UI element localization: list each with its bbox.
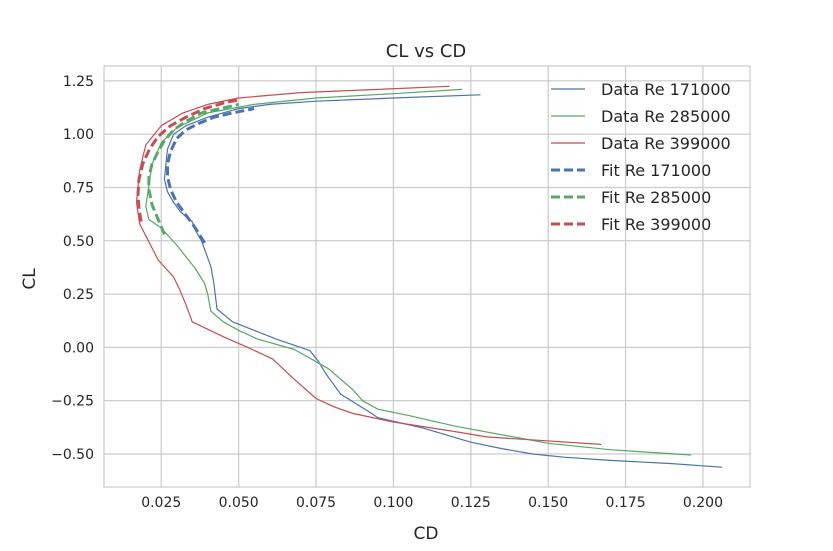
series-layer xyxy=(135,85,723,468)
legend-label-fit-re-285000: Fit Re 285000 xyxy=(601,188,711,207)
tick-labels: 0.025 0.050 0.075 0.100 0.125 0.150 0.175 0.200… xyxy=(51,74,723,511)
x-tick-label: 0.125 xyxy=(451,495,491,511)
series-line-data-re-399000 xyxy=(135,85,602,445)
x-tick-label: 0.150 xyxy=(528,495,568,511)
series-line-fit-re-399000 xyxy=(136,98,239,222)
y-tick-label: 1.25 xyxy=(63,74,94,90)
x-tick-label: 0.200 xyxy=(683,495,723,511)
legend-label-fit-re-171000: Fit Re 171000 xyxy=(601,161,711,180)
legend: Data Re 171000 Data Re 285000 Data Re 3990… xyxy=(551,80,731,234)
plot-frame xyxy=(103,65,751,488)
series-line-data-re-171000 xyxy=(163,94,723,468)
legend-label-fit-re-399000: Fit Re 399000 xyxy=(601,215,711,234)
series-line-fit-re-171000 xyxy=(166,107,255,244)
series-line-fit-re-285000 xyxy=(147,102,239,235)
chart-title: CL vs CD xyxy=(386,41,467,62)
y-tick-label: 0.25 xyxy=(63,287,94,303)
x-tick-label: 0.175 xyxy=(606,495,646,511)
y-tick-label: 1.00 xyxy=(63,127,94,143)
y-tick-label: 0.00 xyxy=(63,340,94,356)
legend-label-data-re-399000: Data Re 399000 xyxy=(601,134,731,153)
x-tick-label: 0.025 xyxy=(141,495,181,511)
y-axis-label: CL xyxy=(20,268,40,290)
x-axis-label: CD xyxy=(414,524,439,544)
y-tick-label: 0.50 xyxy=(63,234,94,250)
legend-label-data-re-171000: Data Re 171000 xyxy=(601,80,731,99)
x-tick-label: 0.075 xyxy=(296,495,336,511)
legend-label-data-re-285000: Data Re 285000 xyxy=(601,107,731,126)
y-tick-label: −0.50 xyxy=(51,447,94,463)
y-tick-label: 0.75 xyxy=(63,181,94,197)
x-tick-label: 0.050 xyxy=(219,495,259,511)
y-tick-label: −0.25 xyxy=(51,394,94,410)
x-tick-label: 0.100 xyxy=(373,495,413,511)
grid xyxy=(104,66,750,487)
